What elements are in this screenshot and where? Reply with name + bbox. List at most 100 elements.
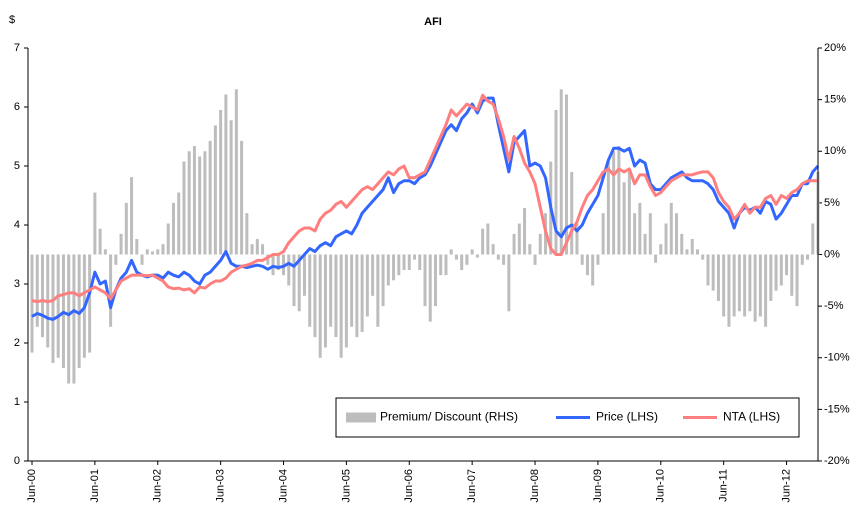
bar: [774, 254, 778, 291]
bar: [606, 161, 610, 255]
y-tick-label: 6: [14, 101, 20, 113]
bar: [140, 254, 144, 265]
x-tick-label: Jun-00: [26, 469, 38, 503]
bar: [109, 254, 113, 327]
bar: [669, 202, 673, 255]
bar: [785, 254, 789, 276]
bar: [365, 254, 369, 317]
bar: [402, 254, 406, 270]
bar: [323, 254, 327, 348]
bar: [795, 254, 799, 307]
bar: [732, 254, 736, 317]
bar: [355, 254, 359, 338]
x-tick-label: Jun-12: [780, 469, 792, 503]
bar: [350, 254, 354, 327]
bar: [198, 156, 202, 255]
bar: [701, 254, 705, 260]
bar: [722, 254, 726, 317]
bar: [465, 254, 469, 265]
bar: [559, 89, 563, 255]
bar: [130, 177, 134, 255]
y-tick-label: 2: [14, 337, 20, 349]
y2-tick-label: -10%: [824, 352, 850, 364]
bar: [171, 202, 175, 255]
bar: [737, 254, 741, 312]
bar: [177, 192, 181, 255]
bar: [449, 249, 453, 255]
bar: [627, 171, 631, 255]
bar: [648, 213, 652, 255]
x-tick-label: Jun-03: [215, 469, 227, 503]
x-tick-label: Jun-10: [655, 469, 667, 503]
bar: [93, 192, 97, 255]
legend-label: Premium/ Discount (RHS): [380, 410, 518, 424]
y-tick-label: 1: [14, 396, 20, 408]
bar: [381, 254, 385, 307]
y2-tick-label: 15%: [824, 94, 846, 106]
bar: [56, 254, 60, 358]
x-tick-label: Jun-05: [340, 469, 352, 503]
bar: [51, 254, 55, 363]
bar: [664, 223, 668, 255]
bar: [423, 254, 427, 307]
bar: [208, 140, 212, 255]
bar: [292, 254, 296, 307]
bar: [753, 254, 757, 322]
bar: [800, 254, 804, 265]
bar: [444, 254, 448, 276]
bar: [643, 233, 647, 255]
bar: [711, 254, 715, 291]
bar: [318, 254, 322, 358]
bar: [748, 254, 752, 312]
bar: [240, 140, 244, 255]
bar: [135, 239, 139, 255]
bar: [654, 254, 658, 263]
x-tick-label: Jun-01: [89, 469, 101, 503]
bar: [612, 151, 616, 255]
y2-tick-label: 0%: [824, 248, 840, 260]
bar: [334, 254, 338, 338]
bar: [706, 254, 710, 286]
bar: [695, 249, 699, 255]
bar: [224, 94, 228, 255]
bar: [622, 182, 626, 255]
y-tick-label: 5: [14, 160, 20, 172]
bar: [790, 254, 794, 296]
bar: [287, 254, 291, 286]
bar: [528, 244, 532, 255]
bar: [512, 233, 516, 255]
bar: [675, 213, 679, 255]
bar: [276, 254, 280, 270]
bar: [486, 223, 490, 255]
y-axis-label: $: [9, 14, 15, 26]
bar: [313, 254, 317, 338]
bar: [386, 254, 390, 286]
bar: [481, 228, 485, 255]
bar: [439, 254, 443, 276]
bar: [769, 254, 773, 301]
bar: [806, 254, 810, 260]
x-tick-label: Jun-08: [529, 469, 541, 503]
bar: [601, 213, 605, 255]
x-tick-label: Jun-06: [403, 469, 415, 503]
bar: [151, 251, 155, 255]
x-tick-label: Jun-04: [277, 469, 289, 503]
x-tick-label: Jun-02: [152, 469, 164, 503]
bar: [261, 244, 265, 255]
y2-tick-label: -5%: [824, 300, 844, 312]
bar: [245, 213, 249, 255]
bar: [575, 223, 579, 255]
bar: [35, 254, 39, 327]
bar: [187, 151, 191, 255]
bar: [192, 146, 196, 255]
bar: [523, 208, 527, 255]
bar: [758, 254, 762, 317]
bar: [397, 254, 401, 276]
bar: [413, 254, 417, 260]
bar: [633, 213, 637, 255]
y2-tick-label: 20%: [824, 42, 846, 54]
bar: [475, 254, 479, 258]
bar: [213, 125, 217, 255]
bar: [659, 244, 663, 255]
bar: [690, 239, 694, 255]
